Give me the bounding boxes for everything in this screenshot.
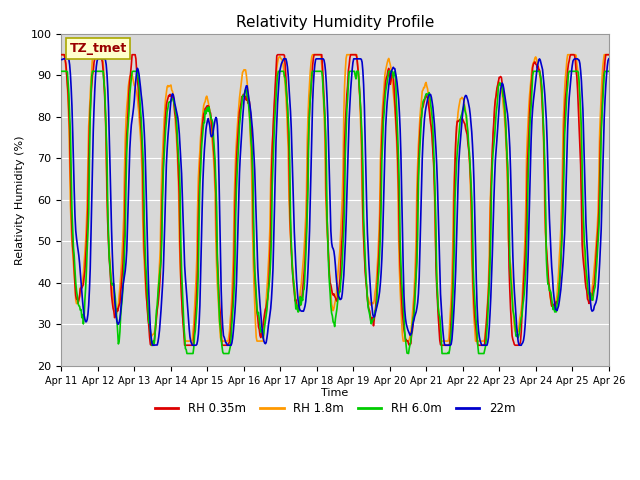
Y-axis label: Relativity Humidity (%): Relativity Humidity (%) — [15, 135, 25, 264]
Title: Relativity Humidity Profile: Relativity Humidity Profile — [236, 15, 434, 30]
Legend: RH 0.35m, RH 1.8m, RH 6.0m, 22m: RH 0.35m, RH 1.8m, RH 6.0m, 22m — [150, 397, 520, 420]
X-axis label: Time: Time — [321, 388, 349, 398]
Text: TZ_tmet: TZ_tmet — [70, 42, 127, 55]
